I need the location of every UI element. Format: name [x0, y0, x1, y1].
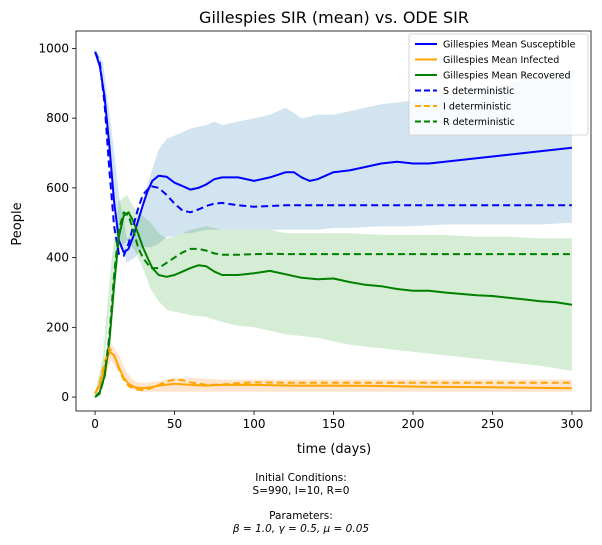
legend-label: Gillespies Mean Susceptible [443, 40, 576, 51]
legend-label: Gillespies Mean Infected [443, 55, 559, 66]
y-tick-label: 600 [46, 181, 69, 195]
y-tick-label: 400 [46, 251, 69, 265]
x-tick-label: 150 [322, 417, 345, 431]
series-lines [94, 51, 573, 398]
line-gillespies-mean-susceptible [94, 51, 573, 254]
x-tick-label: 250 [481, 417, 504, 431]
x-tick-label: 50 [167, 417, 182, 431]
legend: Gillespies Mean Susceptible Gillespies Me… [408, 33, 589, 136]
initial-conditions-caption: Initial Conditions: S=990, I=10, R=0 [0, 472, 602, 498]
band-gillespies-mean-recovered [95, 194, 572, 398]
band-gillespies-mean-infected [95, 343, 572, 396]
line-i-deterministic [94, 347, 572, 395]
initial-conditions-values: S=990, I=10, R=0 [252, 485, 350, 497]
y-tick-label: 0 [61, 390, 69, 404]
legend-label: Gillespies Mean Recovered [443, 71, 571, 82]
legend-label: S deterministic [443, 86, 514, 97]
parameters-values: β = 1.0, γ = 0.5, μ = 0.05 [232, 523, 370, 535]
y-axis-label: People [10, 202, 25, 245]
line-r-deterministic [94, 211, 572, 398]
x-tick-label: 300 [560, 417, 583, 431]
line-gillespies-mean-recovered [94, 211, 573, 398]
legend-box [408, 33, 589, 136]
line-s-deterministic [94, 51, 572, 257]
initial-conditions-heading: Initial Conditions: [255, 472, 347, 484]
parameters-heading: Parameters: [269, 510, 333, 522]
legend-label: R deterministic [443, 117, 515, 128]
x-axis-label: time (days) [297, 442, 371, 457]
x-tick-label: 0 [91, 417, 99, 431]
parameters-caption: Parameters: β = 1.0, γ = 0.5, μ = 0.05 [0, 510, 602, 536]
x-tick-label: 200 [402, 417, 425, 431]
legend-label: I deterministic [443, 102, 511, 113]
x-tick-label: 100 [243, 417, 266, 431]
y-tick-label: 200 [46, 320, 69, 334]
x-axis-ticks: 0 50 100 150 200 250 300 [91, 411, 583, 431]
y-tick-label: 1000 [38, 41, 69, 55]
y-axis-ticks: 0 200 400 600 800 1000 [38, 41, 76, 404]
y-tick-label: 800 [46, 111, 69, 125]
chart-title: Gillespies SIR (mean) vs. ODE SIR [199, 8, 469, 27]
